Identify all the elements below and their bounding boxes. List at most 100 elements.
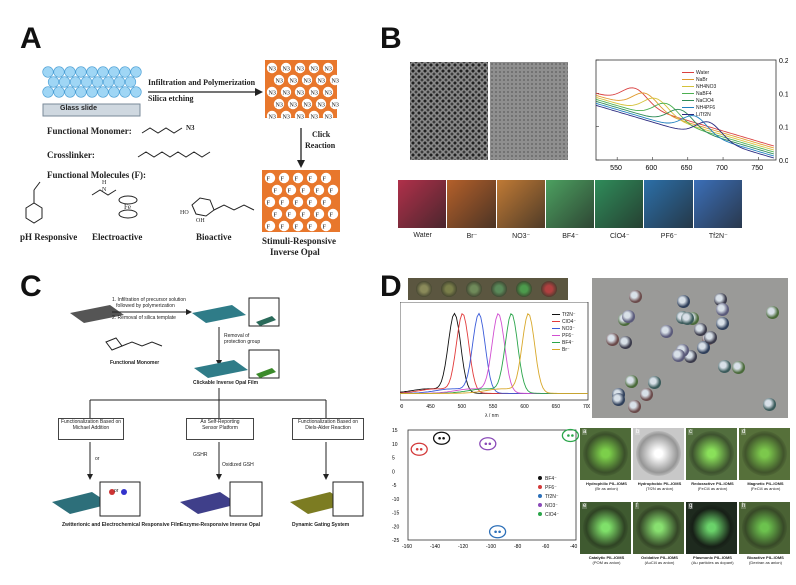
- legend-entry: Water: [682, 70, 716, 77]
- legend-entry: NO3⁻: [538, 502, 559, 511]
- microsphere-subcaption: (Au particles as dopant): [691, 560, 734, 565]
- data-point: [438, 436, 441, 440]
- sub-panel-tag: d: [741, 429, 747, 435]
- legend-entry: NaBF4: [682, 91, 716, 98]
- microsphere: [766, 306, 780, 320]
- legend-label: BF4⁻: [545, 476, 557, 482]
- y-tick-label: -15: [392, 511, 399, 517]
- pore-label: N3: [304, 79, 311, 85]
- x-tick-label: 600: [520, 404, 529, 410]
- legend-swatch: [682, 107, 694, 109]
- x-tick-label: 550: [610, 165, 622, 170]
- legend-entry: LiTf2N: [682, 112, 716, 119]
- legend-swatch: [552, 321, 560, 323]
- pore: [264, 172, 276, 184]
- cluster-ellipse: [479, 437, 497, 451]
- silica-sphere: [102, 76, 115, 88]
- x-tick-label: 650: [681, 165, 693, 170]
- pore-label: N3: [276, 103, 283, 109]
- microsphere-image: c: [686, 428, 737, 480]
- legend-label: NaClO4: [696, 98, 714, 104]
- legend-label: Water: [696, 70, 710, 76]
- microsphere: [659, 325, 673, 339]
- pore-label: N3: [332, 103, 339, 109]
- pore: [308, 110, 320, 122]
- microsphere: [671, 348, 685, 362]
- microsphere-subcaption: (FeCl4 as anion): [697, 486, 728, 491]
- legend-entry: Tf2N⁻: [552, 312, 576, 319]
- pore-label: F: [309, 177, 313, 183]
- microsphere-image: d: [739, 428, 790, 480]
- pore: [329, 74, 341, 86]
- microsphere-glow: [689, 431, 734, 476]
- pore: [271, 208, 283, 220]
- x-tick-label: 650: [552, 404, 561, 410]
- data-point: [415, 447, 419, 451]
- pore: [313, 184, 325, 196]
- sub-panel-tag: a: [582, 429, 588, 435]
- legend-entry: PF6⁻: [552, 333, 576, 340]
- pore-label: F: [274, 189, 278, 195]
- microsphere: [677, 294, 691, 308]
- microsphere-image: e: [580, 502, 631, 554]
- pore-label: N3: [276, 79, 283, 85]
- pore-label: N3: [311, 67, 318, 73]
- legend-label: NaBr: [696, 77, 708, 83]
- c-step2: 2. Removal of silica template: [112, 315, 176, 321]
- legend-label: NH4NO3: [696, 84, 717, 90]
- crosslinker-label: Crosslinker:: [47, 150, 95, 160]
- data-point: [488, 442, 492, 446]
- pore: [278, 196, 290, 208]
- microsphere-subcaption: (POM as anion): [592, 560, 621, 565]
- pore-label: F: [316, 213, 320, 219]
- ion-color-swatch: [644, 180, 693, 228]
- pca-legend: BF4⁻ PF6⁻ Tf2N⁻ NO3⁻ ClO4⁻: [538, 475, 559, 520]
- legend-entry: NaClO4: [682, 98, 716, 105]
- pore-label: N3: [304, 103, 311, 109]
- cluster-ellipse: [410, 442, 428, 456]
- pore-label: F: [309, 201, 313, 207]
- spectra-xlabel: λ / nm: [485, 413, 499, 419]
- reflectance-series: [595, 100, 775, 155]
- data-point: [494, 530, 497, 534]
- legend-label: LiTf2N: [696, 112, 711, 118]
- spectra-chart: 400 450 500 550 600 650 700: [400, 302, 590, 410]
- y-tick-label: 10: [392, 442, 398, 448]
- reflectance-series: [595, 102, 775, 157]
- panel-letter-c: C: [20, 270, 42, 303]
- x-tick-label: -100: [486, 544, 496, 550]
- swatch-label: PF6⁻: [660, 233, 678, 240]
- caption-ph: pH Responsive: [20, 232, 78, 242]
- clickable-film-schematic: [52, 297, 364, 517]
- step-infiltration: Infiltration and Polymerization: [148, 78, 256, 87]
- legend-swatch: [682, 72, 694, 74]
- pore: [313, 208, 325, 220]
- step-silica-etching: Silica etching: [148, 94, 194, 103]
- microsphere-caption: Catalytic PIL-IOMS: [588, 555, 625, 560]
- pore-label: N3: [311, 91, 318, 97]
- pore: [320, 172, 332, 184]
- y-tick-label: 0.05: [779, 158, 788, 165]
- pore-label: N3: [290, 103, 297, 109]
- pore-label: F: [330, 189, 334, 195]
- c-result-1: Zwitterionic and Electrochemical Respons…: [62, 522, 182, 528]
- silica-sphere: [58, 76, 71, 88]
- legend-label: PF6⁻: [562, 333, 574, 339]
- bead-photo-strip: [408, 278, 568, 300]
- c-oxidized: Oxidized GSH: [222, 462, 254, 468]
- microsphere: [731, 361, 745, 375]
- legend-swatch: [552, 314, 560, 316]
- microsphere: [648, 376, 662, 390]
- legend-swatch: [682, 86, 694, 88]
- fe-label: Fe: [124, 203, 131, 211]
- microsphere-caption: Oxidative PIL-IOMS: [641, 555, 678, 560]
- silica-sphere: [108, 86, 120, 98]
- panel-d: D 400450500550600650700 λ / nm Tf2N⁻ClO4…: [380, 270, 796, 585]
- pore-label: F: [274, 213, 278, 219]
- microsphere-caption: Hydrophobic PIL-IOMS: [637, 481, 682, 486]
- ion-color-swatch: [398, 180, 447, 228]
- amide-n-label: N: [102, 187, 107, 193]
- silica-sphere: [69, 76, 82, 88]
- swatch-label: ClO4⁻: [609, 233, 630, 240]
